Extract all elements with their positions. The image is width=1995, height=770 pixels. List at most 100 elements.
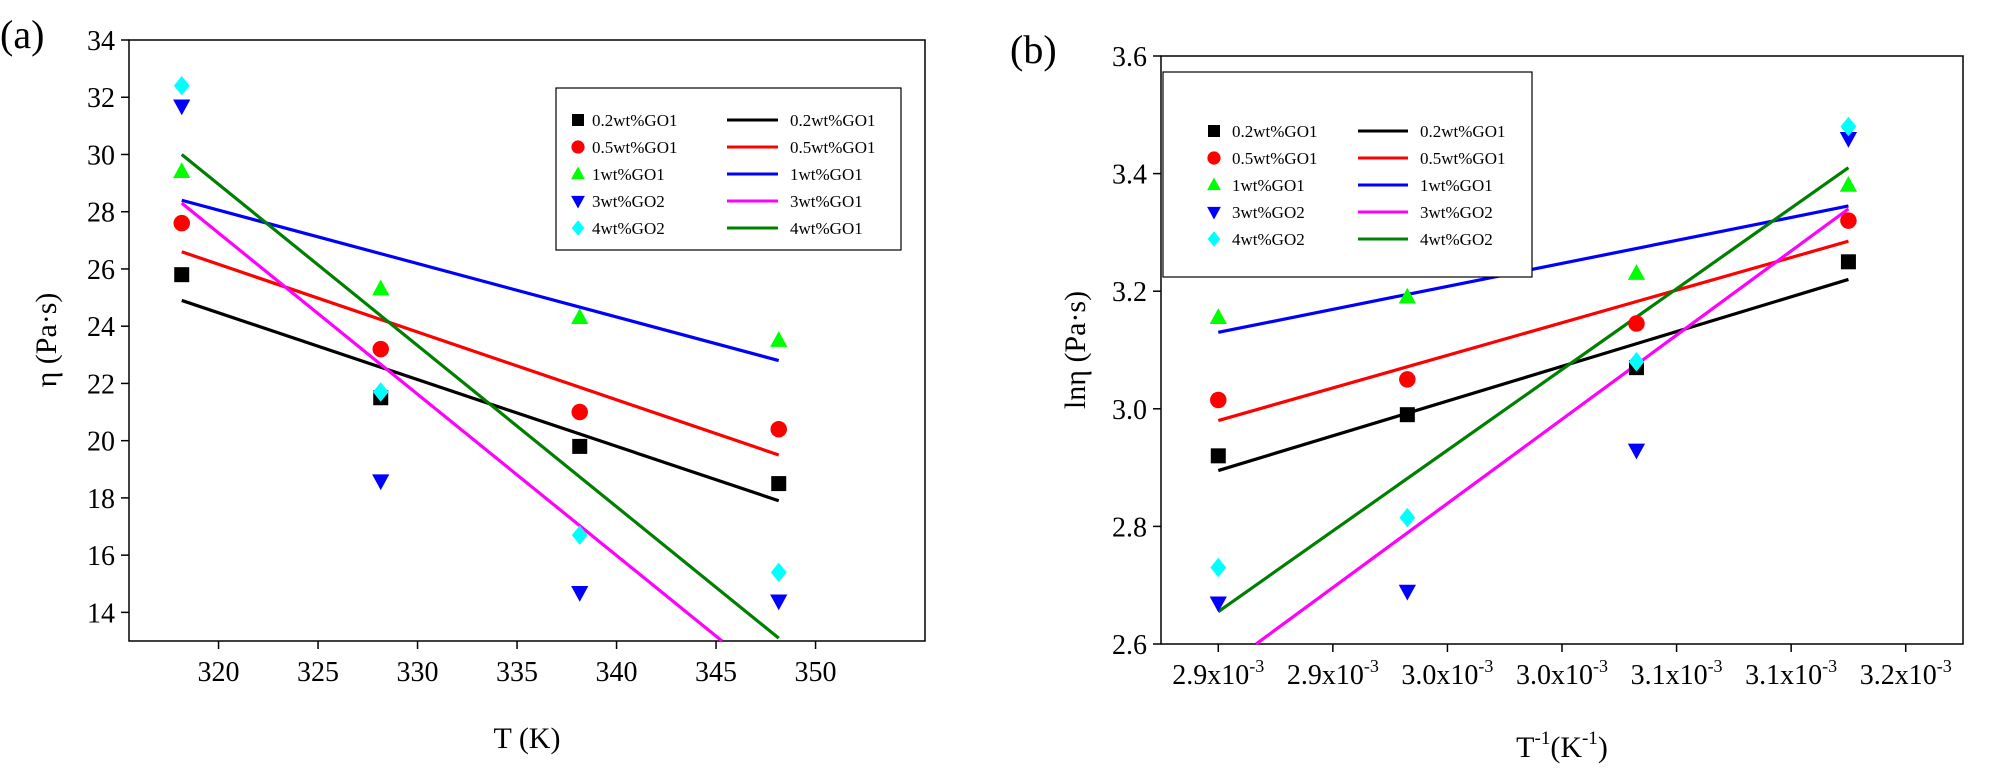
fit-lines-a — [180, 153, 780, 643]
data-point — [1839, 175, 1858, 192]
legend-label: 0.5wt%GO1 — [1232, 149, 1317, 168]
data-point — [173, 99, 191, 116]
y-axis-label-b: lnη (Pa·s) — [1059, 291, 1092, 409]
x-tick-label: 3.1x10-3 — [1631, 656, 1723, 691]
legend-marker — [1208, 125, 1220, 137]
y-tick-label: 3.6 — [1112, 42, 1147, 73]
data-point — [173, 214, 190, 232]
fit-lines-b — [1217, 166, 1850, 646]
data-point — [770, 420, 787, 438]
data-points-a — [173, 76, 788, 611]
data-point — [771, 476, 787, 492]
data-point — [173, 162, 191, 179]
data-point — [770, 331, 788, 347]
x-tick-label: 345 — [695, 657, 737, 688]
fit-line — [1217, 166, 1850, 613]
fit-line — [181, 198, 780, 363]
x-tick-label: 2.9x10-3 — [1172, 656, 1264, 691]
legend-a: 0.2wt%GO1 0.2wt%GO1 0.5wt%GO1 0.5wt%GO1 1wt%… — [555, 87, 902, 251]
chart-a: (a) 320 325 330 335 340 345 350 14 16 18 20 22 24 26… — [0, 12, 926, 755]
y-tick-label: 28 — [87, 198, 115, 229]
data-point — [173, 76, 190, 96]
legend-label: 3wt%GO2 — [1232, 203, 1305, 222]
legend-label: 0.2wt%GO1 — [1232, 122, 1317, 141]
legend-marker — [572, 114, 584, 126]
y-axis-label-a: η (Pa·s) — [30, 293, 63, 388]
legend-marker — [571, 195, 585, 209]
panel-label-a: (a) — [0, 12, 44, 57]
legend-marker — [571, 140, 585, 154]
legend-label: 0.2wt%GO1 — [790, 111, 875, 130]
y-tick-label: 3.4 — [1112, 160, 1147, 191]
fit-line — [1217, 204, 1849, 334]
data-point — [571, 585, 589, 602]
data-point — [571, 525, 588, 545]
data-point — [1628, 352, 1645, 372]
x-ticks-b: 2.9x10-3 2.9x10-3 3.0x10-3 3.0x10-3 3.1x10-3… — [1172, 644, 1952, 691]
x-tick-label: 2.9x10-3 — [1287, 656, 1379, 691]
legend-marker — [571, 166, 585, 180]
legend-label: 4wt%GO2 — [1420, 230, 1493, 249]
fit-line — [1255, 207, 1850, 646]
legend-label: 4wt%GO2 — [1232, 230, 1305, 249]
legend-label: 3wt%GO2 — [1420, 203, 1493, 222]
legend-label: 0.2wt%GO1 — [592, 111, 677, 130]
data-point — [1210, 448, 1226, 464]
y-tick-label: 30 — [87, 140, 115, 171]
data-point — [372, 474, 390, 491]
legend-b: 0.2wt%GO1 0.2wt%GO1 0.5wt%GO1 0.5wt%GO1 1wt%… — [1162, 71, 1533, 278]
data-point — [1399, 407, 1415, 423]
y-tick-label: 22 — [87, 369, 115, 400]
legend-label: 1wt%GO1 — [790, 165, 863, 184]
y-tick-label: 18 — [87, 484, 115, 515]
legend-marker — [571, 220, 585, 236]
data-point — [770, 594, 788, 611]
legend-label: 0.5wt%GO1 — [592, 138, 677, 157]
data-point — [1398, 584, 1416, 601]
data-point — [372, 340, 389, 358]
data-point — [1209, 596, 1227, 613]
x-tick-label: 320 — [198, 657, 240, 688]
x-tick-label: 3.2x10-3 — [1860, 656, 1952, 691]
y-tick-label: 3.2 — [1112, 277, 1147, 308]
data-point — [571, 308, 589, 324]
data-point — [1839, 131, 1858, 148]
x-tick-label: 330 — [397, 657, 439, 688]
y-tick-label: 26 — [87, 255, 115, 286]
x-tick-label: 3.1x10-3 — [1745, 656, 1837, 691]
fit-line — [180, 201, 724, 643]
x-tick-label: 3.0x10-3 — [1401, 656, 1493, 691]
x-axis-label-a: T (K) — [494, 722, 561, 755]
data-point — [372, 279, 390, 296]
fit-line — [1217, 239, 1849, 423]
legend-label: 3wt%GO2 — [592, 192, 665, 211]
y-tick-label: 2.8 — [1112, 512, 1147, 543]
legend-label: 0.5wt%GO1 — [790, 138, 875, 157]
legend-marker — [1207, 206, 1221, 220]
data-point — [572, 438, 588, 454]
data-point — [770, 562, 787, 583]
y-ticks-b: 2.6 2.8 3.0 3.2 3.4 3.6 — [1112, 42, 1161, 661]
legend-marker — [1207, 177, 1221, 191]
data-point — [372, 382, 389, 402]
legend-label: 1wt%GO1 — [1232, 176, 1305, 195]
data-point — [174, 267, 190, 283]
data-point — [1840, 116, 1857, 137]
fit-line — [180, 153, 780, 640]
y-tick-label: 3.0 — [1112, 395, 1147, 426]
legend-marker — [1207, 151, 1221, 165]
x-tick-label: 325 — [297, 657, 339, 688]
legend-frame-a — [555, 87, 902, 251]
y-tick-label: 16 — [87, 541, 115, 572]
legend-label: 1wt%GO1 — [592, 165, 665, 184]
data-point — [571, 403, 588, 421]
x-tick-label: 3.0x10-3 — [1516, 656, 1608, 691]
data-point — [1210, 557, 1227, 578]
legend-label: 4wt%GO2 — [592, 219, 665, 238]
y-tick-label: 14 — [87, 598, 115, 629]
data-point — [1399, 371, 1416, 388]
legend-label: 0.2wt%GO1 — [1420, 122, 1505, 141]
y-tick-label: 24 — [87, 312, 115, 343]
x-ticks-a: 320 325 330 335 340 345 350 — [198, 641, 837, 688]
